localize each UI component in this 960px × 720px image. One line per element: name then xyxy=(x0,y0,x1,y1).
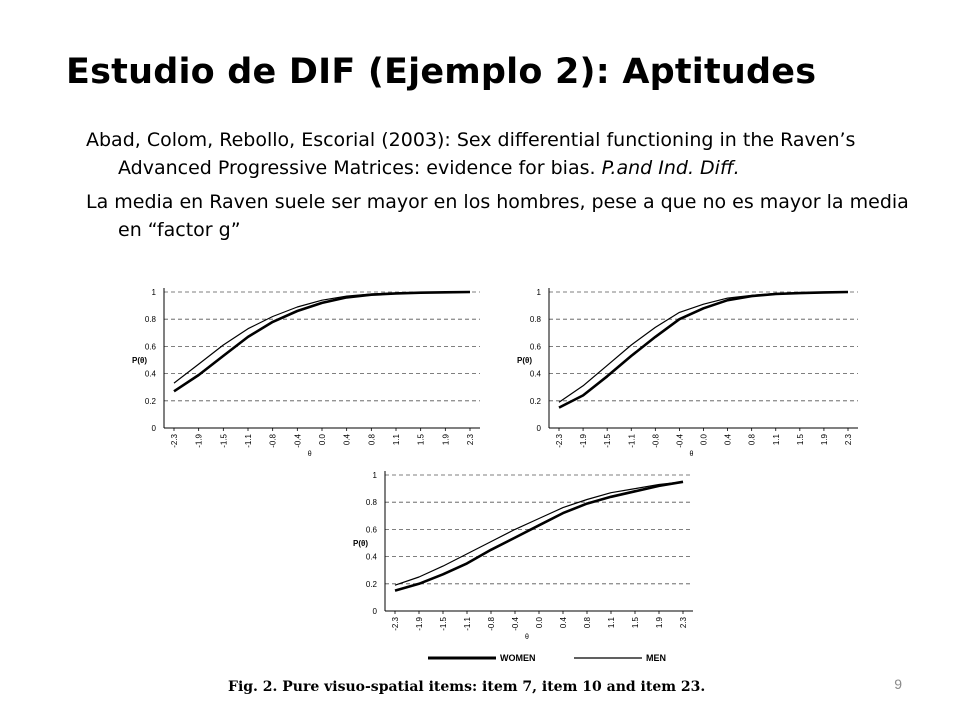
x-axis-label: θ xyxy=(308,451,312,458)
bullet-list: Abad, Colom, Rebollo, Escorial (2003): S… xyxy=(86,126,926,250)
x-tick-label: -0.4 xyxy=(293,433,302,447)
x-tick-label: -2.3 xyxy=(555,433,564,447)
page-number: 9 xyxy=(894,676,902,692)
x-tick-label: 1.9 xyxy=(655,616,664,628)
y-tick-label: 0.6 xyxy=(145,342,157,351)
x-tick-label: -2.3 xyxy=(391,616,400,630)
x-tick-label: 2.3 xyxy=(466,433,475,445)
y-tick-label: 0.2 xyxy=(530,397,542,406)
x-tick-label: 2.3 xyxy=(844,433,853,445)
series-line-women xyxy=(173,290,471,393)
y-tick-label: 0.6 xyxy=(366,525,378,534)
x-tick-label: -0.4 xyxy=(675,433,684,447)
x-tick-label: 1.1 xyxy=(392,433,401,445)
y-tick-label: 0 xyxy=(152,424,157,433)
x-tick-label: 1.5 xyxy=(631,616,640,628)
x-tick-label: -1.5 xyxy=(219,433,228,447)
y-tick-label: 0.4 xyxy=(366,553,378,562)
bullet-raven-note: La media en Raven suele ser mayor en los… xyxy=(86,191,909,241)
x-tick-label: -0.8 xyxy=(651,433,660,447)
x-tick-label: 0.8 xyxy=(748,433,757,445)
y-tick-label: 0.2 xyxy=(145,397,157,406)
y-tick-label: 0.8 xyxy=(145,315,157,324)
y-axis-label: P(θ) xyxy=(517,356,532,365)
y-tick-label: 0.4 xyxy=(145,370,157,379)
x-tick-label: 0.8 xyxy=(583,616,592,628)
y-tick-label: 0.2 xyxy=(366,580,378,589)
x-tick-label: -2.3 xyxy=(170,433,179,447)
x-tick-label: 0.0 xyxy=(318,433,327,445)
y-tick-label: 0 xyxy=(373,607,378,616)
y-tick-label: 0.8 xyxy=(366,498,378,507)
x-tick-label: -1.1 xyxy=(463,616,472,630)
x-tick-label: 1.9 xyxy=(820,433,829,445)
y-tick-label: 0.4 xyxy=(530,370,542,379)
series-line-men xyxy=(173,291,471,384)
figure-caption: Fig. 2. Pure visuo-spatial items: item 7… xyxy=(228,679,705,695)
x-tick-label: 0.8 xyxy=(367,433,376,445)
x-tick-label: -0.4 xyxy=(511,616,520,630)
x-tick-label: -1.1 xyxy=(627,433,636,447)
y-tick-label: 0.6 xyxy=(530,342,542,351)
series-line-women xyxy=(394,480,684,592)
legend-label-men: MEN xyxy=(646,653,666,663)
y-tick-label: 1 xyxy=(152,288,157,297)
x-tick-label: -0.8 xyxy=(269,433,278,447)
x-tick-label: 1.5 xyxy=(417,433,426,445)
legend: WOMEN MEN xyxy=(428,653,666,663)
y-tick-label: 1 xyxy=(537,288,542,297)
x-axis-label: θ xyxy=(690,451,694,458)
x-tick-label: -1.5 xyxy=(603,433,612,447)
x-tick-label: 1.5 xyxy=(796,433,805,445)
slide-title: Estudio de DIF (Ejemplo 2): Aptitudes xyxy=(66,52,817,92)
y-tick-label: 1 xyxy=(373,471,378,480)
series-line-men xyxy=(394,481,684,586)
x-tick-label: 1.1 xyxy=(607,616,616,628)
x-tick-label: -1.9 xyxy=(579,433,588,447)
x-tick-label: 1.1 xyxy=(772,433,781,445)
y-tick-label: 0.8 xyxy=(530,315,542,324)
y-axis-label: P(θ) xyxy=(353,539,368,548)
x-tick-label: -0.8 xyxy=(487,616,496,630)
x-tick-label: -1.5 xyxy=(439,616,448,630)
series-line-men xyxy=(558,291,849,403)
x-axis-label: θ xyxy=(525,634,529,641)
x-tick-label: -1.1 xyxy=(244,433,253,447)
y-axis-label: P(θ) xyxy=(132,356,147,365)
y-tick-label: 0 xyxy=(537,424,542,433)
x-tick-label: 0.4 xyxy=(724,433,733,445)
x-tick-label: 0.0 xyxy=(535,616,544,628)
x-tick-label: 2.3 xyxy=(679,616,688,628)
x-tick-label: 1.9 xyxy=(441,433,450,445)
bullet-reference-text: Abad, Colom, Rebollo, Escorial (2003): S… xyxy=(86,129,856,179)
x-tick-label: 0.0 xyxy=(700,433,709,445)
series-line-women xyxy=(558,290,849,409)
x-tick-label: -1.9 xyxy=(195,433,204,447)
x-tick-label: 0.4 xyxy=(559,616,568,628)
x-tick-label: 0.4 xyxy=(343,433,352,445)
chart-item-10: 0 0.2 0.4 0.6 0.8 1 P(θ) -2.3 -1.9 -1.5 -1.1 -0.8 -0… xyxy=(517,288,858,458)
legend-label-women: WOMEN xyxy=(500,653,536,663)
x-tick-label: -1.9 xyxy=(415,616,424,630)
chart-item-7: 0 0.2 0.4 0.6 0.8 1 P(θ) -2.3 -1.9 -1.5 -1.1 -0.8 -0… xyxy=(132,288,480,458)
bullet-reference-journal: P.and Ind. Diff. xyxy=(601,157,740,179)
bullet-reference: Abad, Colom, Rebollo, Escorial (2003): S… xyxy=(86,126,926,182)
chart-item-23: 0 0.2 0.4 0.6 0.8 1 P(θ) -2.3 -1.9 -1.5 -1.1 -0.8 -0… xyxy=(353,471,693,641)
